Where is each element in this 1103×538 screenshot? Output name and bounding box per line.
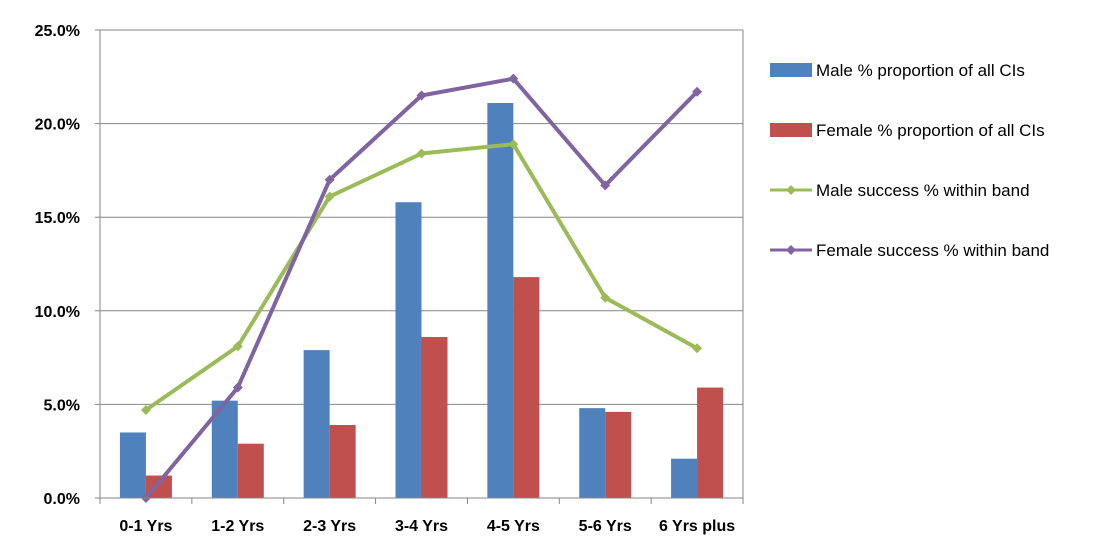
legend: Male % proportion of all CIs Female % pro…	[770, 61, 1049, 260]
bar	[605, 411, 632, 498]
legend-label: Male % proportion of all CIs	[816, 61, 1025, 80]
line-marker	[600, 180, 611, 191]
line-marker	[600, 292, 611, 303]
x-tick-label: 6 Yrs plus	[659, 518, 735, 535]
legend-swatch	[770, 63, 812, 77]
y-tick-label: 20.0%	[35, 117, 80, 134]
legend-label: Female success % within band	[816, 241, 1049, 260]
line-marker	[324, 191, 335, 202]
bar	[395, 202, 422, 498]
legend-label: Male success % within band	[816, 181, 1030, 200]
y-axis: 0.0% 5.0% 10.0% 15.0% 20.0% 25.0%	[35, 23, 744, 508]
x-tick-label: 1-2 Yrs	[211, 518, 264, 535]
bar	[421, 337, 448, 498]
legend-label: Female % proportion of all CIs	[816, 121, 1045, 140]
y-tick-label: 5.0%	[44, 397, 80, 414]
bar	[579, 408, 606, 498]
bar	[329, 424, 356, 498]
x-tick-label: 0-1 Yrs	[119, 518, 172, 535]
bar	[697, 387, 724, 498]
bar	[119, 432, 146, 498]
x-tick-label: 3-4 Yrs	[395, 518, 448, 535]
bar	[303, 350, 330, 498]
y-tick-label: 15.0%	[35, 210, 80, 227]
x-axis: 0-1 Yrs 1-2 Yrs 2-3 Yrs 3-4 Yrs 4-5 Yrs 5-6 Y…	[99, 497, 744, 535]
line-marker	[324, 174, 335, 185]
bar	[513, 277, 540, 498]
legend-marker	[786, 185, 796, 195]
line-marker	[692, 86, 703, 97]
line-marker	[508, 139, 519, 150]
line-marker	[508, 73, 519, 84]
bars	[119, 103, 724, 499]
legend-swatch	[770, 123, 812, 137]
x-tick-label: 2-3 Yrs	[303, 518, 356, 535]
legend-marker	[786, 245, 796, 255]
bar	[487, 103, 514, 499]
bar	[211, 400, 238, 498]
y-tick-label: 0.0%	[44, 491, 80, 508]
bar	[237, 443, 264, 498]
line-marker	[232, 341, 243, 352]
x-tick-label: 5-6 Yrs	[579, 518, 632, 535]
line-marker	[140, 405, 151, 416]
bar	[671, 458, 698, 498]
y-tick-label: 10.0%	[35, 304, 80, 321]
line-marker	[416, 90, 427, 101]
line-marker	[232, 382, 243, 393]
y-tick-label: 25.0%	[35, 23, 80, 40]
line-marker	[692, 343, 703, 354]
lines	[140, 73, 703, 503]
x-tick-label: 4-5 Yrs	[487, 518, 540, 535]
line-marker	[416, 148, 427, 159]
